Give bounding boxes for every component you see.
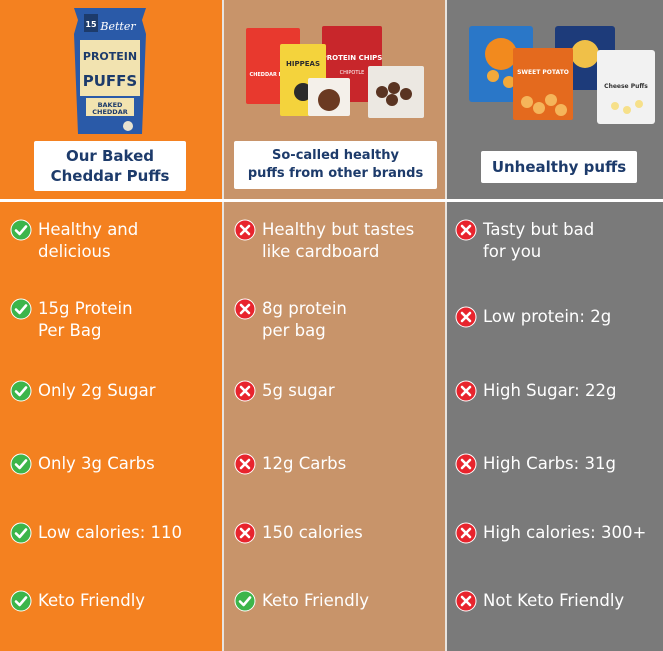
svg-text:BAKED: BAKED (98, 101, 123, 109)
row-protein: 15g Protein Per Bag (10, 298, 218, 342)
svg-text:15: 15 (85, 20, 97, 29)
row-protein: Low protein: 2g (455, 306, 663, 328)
column-other-brands: CHEDDAR BLAST PROTEIN CHIPS CHIPOTLE HIP… (224, 0, 445, 651)
header-divider (0, 199, 663, 202)
row-keto: Keto Friendly (10, 590, 218, 612)
row-text: High calories: 300+ (483, 523, 647, 542)
row-calories: High calories: 300+ (455, 522, 663, 544)
row-text: Only 3g Carbs (38, 454, 155, 473)
column-unhealthy: SWEET POTATO Cheese Puffs Unhealthy puff… (447, 0, 663, 651)
row-keto: Not Keto Friendly (455, 590, 663, 612)
cross-icon (455, 380, 477, 402)
check-icon (10, 522, 32, 544)
row-text: Low protein: 2g (483, 307, 612, 326)
svg-text:PROTEIN CHIPS: PROTEIN CHIPS (322, 54, 383, 62)
cross-icon (234, 522, 256, 544)
row-calories: 150 calories (234, 522, 441, 544)
row-text: 150 calories (262, 523, 363, 542)
column-divider (445, 0, 447, 651)
row-carbs: 12g Carbs (234, 453, 441, 475)
row-sugar: 5g sugar (234, 380, 441, 402)
check-icon (10, 219, 32, 241)
product-image-unhealthy: SWEET POTATO Cheese Puffs (447, 4, 663, 138)
svg-text:HIPPEAS: HIPPEAS (286, 60, 320, 68)
product-image-our-puffs: 15 Better PROTEIN PUFFS BAKED CHEDDAR (0, 4, 222, 138)
row-text: Healthy but tastes like cardboard (262, 220, 415, 261)
row-text: Keto Friendly (262, 591, 370, 610)
svg-text:SWEET POTATO: SWEET POTATO (517, 69, 569, 76)
cross-icon (455, 306, 477, 328)
svg-text:PUFFS: PUFFS (83, 72, 137, 90)
row-text: Not Keto Friendly (483, 591, 625, 610)
row-carbs: High Carbs: 31g (455, 453, 663, 475)
row-sugar: High Sugar: 22g (455, 380, 663, 402)
row-text: 12g Carbs (262, 454, 347, 473)
check-icon (234, 590, 256, 612)
cross-icon (455, 522, 477, 544)
svg-text:PROTEIN: PROTEIN (83, 50, 137, 63)
row-text: High Sugar: 22g (483, 381, 617, 400)
check-icon (10, 298, 32, 320)
bag-brand: Better (99, 20, 136, 33)
row-health: Healthy and delicious (10, 219, 218, 263)
row-text: Healthy and delicious (38, 220, 139, 261)
row-text: Low calories: 110 (38, 523, 183, 542)
check-icon (10, 453, 32, 475)
row-text: 15g Protein Per Bag (38, 299, 133, 340)
svg-text:Cheese Puffs: Cheese Puffs (604, 83, 648, 90)
row-carbs: Only 3g Carbs (10, 453, 218, 475)
cross-icon (234, 219, 256, 241)
cross-icon (234, 380, 256, 402)
row-keto: Keto Friendly (234, 590, 441, 612)
cross-icon (455, 453, 477, 475)
check-icon (10, 590, 32, 612)
row-text: 8g protein per bag (262, 299, 347, 340)
row-text: 5g sugar (262, 381, 335, 400)
column-divider (222, 0, 224, 651)
svg-text:CHIPOTLE: CHIPOTLE (340, 70, 365, 76)
row-text: High Carbs: 31g (483, 454, 616, 473)
column-our-puffs: 15 Better PROTEIN PUFFS BAKED CHEDDAR Ou… (0, 0, 222, 651)
row-text: Tasty but bad for you (483, 220, 595, 261)
row-protein: 8g protein per bag (234, 298, 441, 342)
svg-text:CHEDDAR: CHEDDAR (92, 108, 127, 116)
cross-icon (455, 590, 477, 612)
column-label-other-brands: So-called healthy puffs from other brand… (234, 141, 437, 189)
row-health: Healthy but tastes like cardboard (234, 219, 441, 263)
row-health: Tasty but bad for you (455, 219, 663, 263)
product-image-other-brands: CHEDDAR BLAST PROTEIN CHIPS CHIPOTLE HIP… (224, 4, 445, 138)
row-sugar: Only 2g Sugar (10, 380, 218, 402)
column-label-unhealthy: Unhealthy puffs (481, 151, 637, 183)
cross-icon (455, 219, 477, 241)
row-text: Only 2g Sugar (38, 381, 156, 400)
row-text: Keto Friendly (38, 591, 146, 610)
column-label-our-puffs: Our Baked Cheddar Puffs (34, 141, 186, 191)
cross-icon (234, 298, 256, 320)
row-calories: Low calories: 110 (10, 522, 218, 544)
check-icon (10, 380, 32, 402)
cross-icon (234, 453, 256, 475)
svg-text:CHEDDAR BLAST: CHEDDAR BLAST (250, 72, 297, 78)
